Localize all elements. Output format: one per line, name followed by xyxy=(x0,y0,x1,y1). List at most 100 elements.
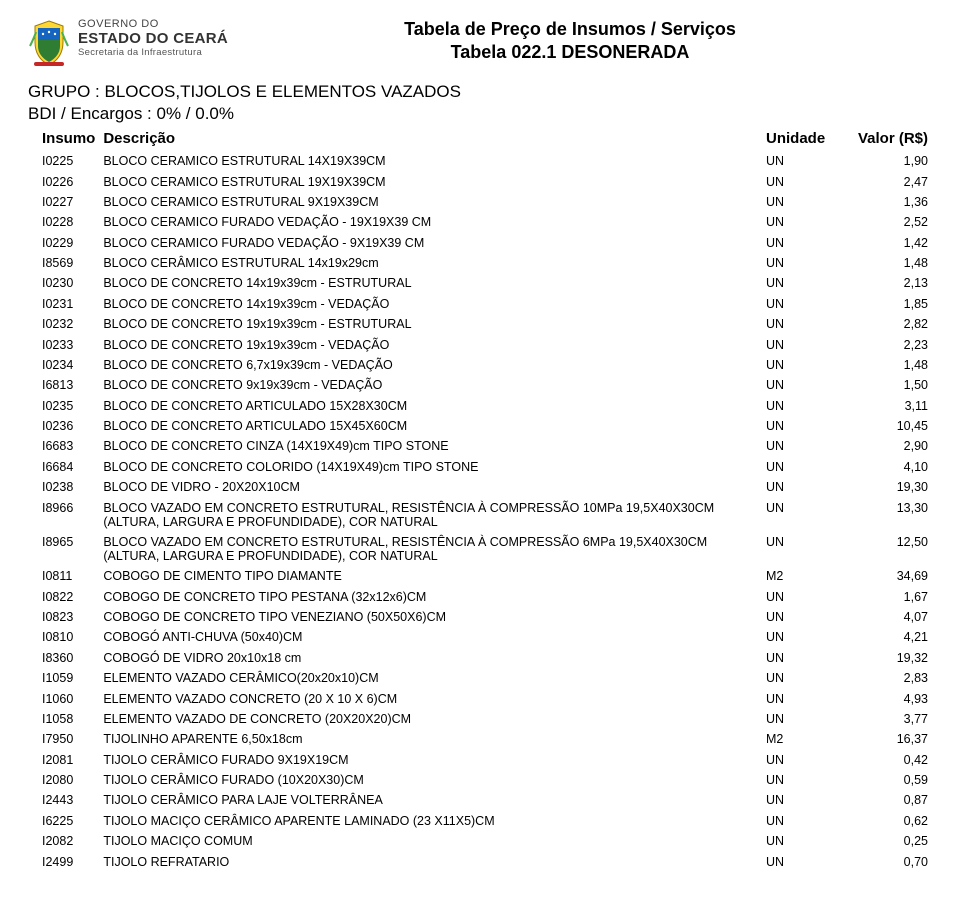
page-title: Tabela de Preço de Insumos / Serviços Ta… xyxy=(288,18,852,63)
table-row: I6225TIJOLO MACIÇO CERÂMICO APARENTE LAM… xyxy=(28,811,932,831)
cell-value: 13,30 xyxy=(842,497,932,531)
cell-code: I0227 xyxy=(28,192,99,212)
cell-value: 19,30 xyxy=(842,477,932,497)
cell-desc: BLOCO DE CONCRETO 19x19x39cm - ESTRUTURA… xyxy=(99,314,762,334)
cell-unit: UN xyxy=(762,375,842,395)
table-row: I6684BLOCO DE CONCRETO COLORIDO (14X19X4… xyxy=(28,457,932,477)
cell-value: 16,37 xyxy=(842,729,932,749)
cell-value: 0,70 xyxy=(842,851,932,871)
cell-desc: BLOCO VAZADO EM CONCRETO ESTRUTURAL, RES… xyxy=(99,532,762,566)
cell-value: 12,50 xyxy=(842,532,932,566)
cell-desc: TIJOLO CERÂMICO FURADO 9X19X19CM xyxy=(99,750,762,770)
table-row: I8966BLOCO VAZADO EM CONCRETO ESTRUTURAL… xyxy=(28,497,932,531)
cell-code: I0232 xyxy=(28,314,99,334)
col-header-desc: Descrição xyxy=(99,128,762,151)
table-row: I1059ELEMENTO VAZADO CERÂMICO(20x20x10)C… xyxy=(28,668,932,688)
table-row: I0225BLOCO CERAMICO ESTRUTURAL 14X19X39C… xyxy=(28,151,932,171)
logo-line1: GOVERNO DO xyxy=(78,18,228,30)
cell-value: 1,90 xyxy=(842,151,932,171)
cell-desc: BLOCO CERAMICO FURADO VEDAÇÃO - 19X19X39… xyxy=(99,212,762,232)
table-row: I8569BLOCO CERÂMICO ESTRUTURAL 14x19x29c… xyxy=(28,253,932,273)
cell-unit: UN xyxy=(762,396,842,416)
table-row: I0228BLOCO CERAMICO FURADO VEDAÇÃO - 19X… xyxy=(28,212,932,232)
title-line2: Tabela 022.1 DESONERADA xyxy=(288,41,852,64)
cell-code: I6813 xyxy=(28,375,99,395)
cell-unit: UN xyxy=(762,457,842,477)
cell-unit: UN xyxy=(762,851,842,871)
title-line1: Tabela de Preço de Insumos / Serviços xyxy=(288,18,852,41)
table-row: I0232BLOCO DE CONCRETO 19x19x39cm - ESTR… xyxy=(28,314,932,334)
table-row: I1060ELEMENTO VAZADO CONCRETO (20 X 10 X… xyxy=(28,688,932,708)
cell-value: 2,90 xyxy=(842,436,932,456)
table-row: I0823COBOGO DE CONCRETO TIPO VENEZIANO (… xyxy=(28,607,932,627)
cell-unit: UN xyxy=(762,192,842,212)
cell-code: I6683 xyxy=(28,436,99,456)
cell-code: I0822 xyxy=(28,587,99,607)
cell-code: I0228 xyxy=(28,212,99,232)
cell-desc: BLOCO DE CONCRETO 14x19x39cm - VEDAÇÃO xyxy=(99,294,762,314)
col-header-unit: Unidade xyxy=(762,128,842,151)
cell-value: 0,42 xyxy=(842,750,932,770)
cell-value: 34,69 xyxy=(842,566,932,586)
cell-value: 1,42 xyxy=(842,233,932,253)
cell-code: I0236 xyxy=(28,416,99,436)
cell-unit: UN xyxy=(762,477,842,497)
cell-desc: BLOCO CERAMICO ESTRUTURAL 19X19X39CM xyxy=(99,171,762,191)
cell-desc: BLOCO DE CONCRETO CINZA (14X19X49)cm TIP… xyxy=(99,436,762,456)
cell-unit: UN xyxy=(762,688,842,708)
group-heading: GRUPO : BLOCOS,TIJOLOS E ELEMENTOS VAZAD… xyxy=(28,82,932,102)
page-header: GOVERNO DO ESTADO DO CEARÁ Secretaria da… xyxy=(28,18,932,68)
cell-desc: ELEMENTO VAZADO DE CONCRETO (20X20X20)CM xyxy=(99,709,762,729)
cell-code: I2080 xyxy=(28,770,99,790)
cell-unit: UN xyxy=(762,416,842,436)
cell-value: 4,93 xyxy=(842,688,932,708)
cell-value: 2,47 xyxy=(842,171,932,191)
cell-value: 0,87 xyxy=(842,790,932,810)
cell-unit: UN xyxy=(762,750,842,770)
cell-desc: COBOGO DE CONCRETO TIPO PESTANA (32x12x6… xyxy=(99,587,762,607)
bdi-heading: BDI / Encargos : 0% / 0.0% xyxy=(28,104,932,124)
cell-unit: UN xyxy=(762,627,842,647)
cell-desc: TIJOLO MACIÇO COMUM xyxy=(99,831,762,851)
cell-value: 3,11 xyxy=(842,396,932,416)
cell-desc: BLOCO DE VIDRO - 20X20X10CM xyxy=(99,477,762,497)
cell-code: I1060 xyxy=(28,688,99,708)
cell-value: 2,83 xyxy=(842,668,932,688)
cell-code: I0811 xyxy=(28,566,99,586)
cell-value: 3,77 xyxy=(842,709,932,729)
cell-value: 1,85 xyxy=(842,294,932,314)
cell-code: I0226 xyxy=(28,171,99,191)
table-row: I0822COBOGO DE CONCRETO TIPO PESTANA (32… xyxy=(28,587,932,607)
table-row: I8965BLOCO VAZADO EM CONCRETO ESTRUTURAL… xyxy=(28,532,932,566)
cell-desc: BLOCO DE CONCRETO ARTICULADO 15X28X30CM xyxy=(99,396,762,416)
table-row: I0810COBOGÓ ANTI-CHUVA (50x40)CMUN4,21 xyxy=(28,627,932,647)
table-row: I6683BLOCO DE CONCRETO CINZA (14X19X49)c… xyxy=(28,436,932,456)
table-row: I2080TIJOLO CERÂMICO FURADO (10X20X30)CM… xyxy=(28,770,932,790)
cell-code: I2082 xyxy=(28,831,99,851)
table-row: I0231BLOCO DE CONCRETO 14x19x39cm - VEDA… xyxy=(28,294,932,314)
cell-value: 1,48 xyxy=(842,253,932,273)
cell-value: 2,52 xyxy=(842,212,932,232)
table-row: I0230BLOCO DE CONCRETO 14x19x39cm - ESTR… xyxy=(28,273,932,293)
cell-unit: UN xyxy=(762,151,842,171)
cell-value: 1,67 xyxy=(842,587,932,607)
cell-desc: BLOCO DE CONCRETO 14x19x39cm - ESTRUTURA… xyxy=(99,273,762,293)
cell-code: I0225 xyxy=(28,151,99,171)
cell-desc: BLOCO VAZADO EM CONCRETO ESTRUTURAL, RES… xyxy=(99,497,762,531)
cell-unit: UN xyxy=(762,709,842,729)
cell-code: I0233 xyxy=(28,334,99,354)
cell-unit: UN xyxy=(762,253,842,273)
cell-value: 0,25 xyxy=(842,831,932,851)
cell-code: I0235 xyxy=(28,396,99,416)
cell-desc: TIJOLO CERÂMICO FURADO (10X20X30)CM xyxy=(99,770,762,790)
cell-desc: COBOGÓ ANTI-CHUVA (50x40)CM xyxy=(99,627,762,647)
cell-desc: BLOCO DE CONCRETO 19x19x39cm - VEDAÇÃO xyxy=(99,334,762,354)
cell-code: I0238 xyxy=(28,477,99,497)
cell-unit: UN xyxy=(762,532,842,566)
cell-code: I0229 xyxy=(28,233,99,253)
table-row: I2499TIJOLO REFRATARIOUN0,70 xyxy=(28,851,932,871)
table-row: I8360COBOGÓ DE VIDRO 20x10x18 cmUN19,32 xyxy=(28,648,932,668)
col-header-value: Valor (R$) xyxy=(842,128,932,151)
table-row: I2082TIJOLO MACIÇO COMUMUN0,25 xyxy=(28,831,932,851)
cell-code: I1059 xyxy=(28,668,99,688)
